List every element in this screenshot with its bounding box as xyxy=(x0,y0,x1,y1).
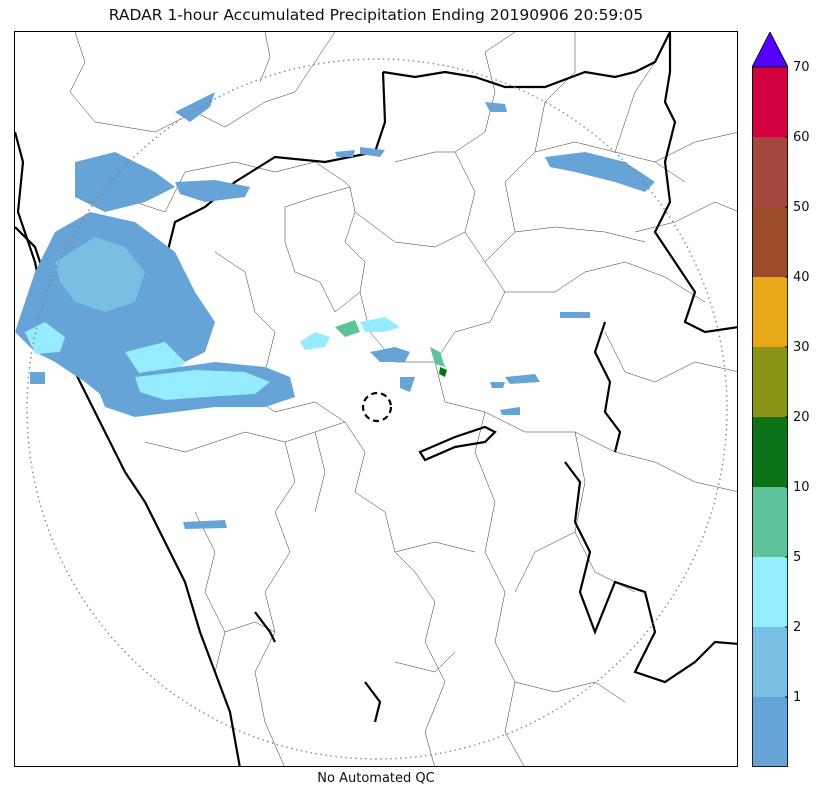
colorbar-tick-label: 20 xyxy=(793,410,810,425)
map-panel xyxy=(14,31,738,767)
colorbar-bin xyxy=(752,347,788,417)
chart-title: RADAR 1-hour Accumulated Precipitation E… xyxy=(108,6,644,24)
radar-map xyxy=(15,32,737,766)
colorbar-bin xyxy=(752,487,788,557)
colorbar-tick-label: 40 xyxy=(793,270,810,285)
qc-footer: No Automated QC xyxy=(317,771,435,786)
district-boundaries xyxy=(69,32,737,766)
colorbar-bin xyxy=(752,277,788,347)
colorbar-tick-label: 1 xyxy=(793,690,802,705)
colorbar-extend-arrow xyxy=(752,32,788,68)
colorbar-bin xyxy=(752,557,788,627)
colorbar-bin xyxy=(752,697,788,767)
colorbar-tick-label: 60 xyxy=(793,130,810,145)
precipitation-cells xyxy=(15,92,655,529)
colorbar-tick-label: 50 xyxy=(793,200,810,215)
colorbar-tick-label: 30 xyxy=(793,340,810,355)
colorbar-tick-label: 2 xyxy=(793,620,802,635)
colorbar-bin xyxy=(752,137,788,207)
colorbar-bin xyxy=(752,417,788,487)
range-ring xyxy=(26,58,728,760)
colorbar-bin xyxy=(752,207,788,277)
colorbar-tick-label: 5 xyxy=(793,550,802,565)
colorbar xyxy=(752,32,788,767)
colorbar-tick-label: 70 xyxy=(793,60,810,75)
colorbar-bin xyxy=(752,67,788,137)
colorbar-tick-label: 10 xyxy=(793,480,810,495)
radar-site-marker xyxy=(361,391,393,423)
colorbar-bin xyxy=(752,627,788,697)
